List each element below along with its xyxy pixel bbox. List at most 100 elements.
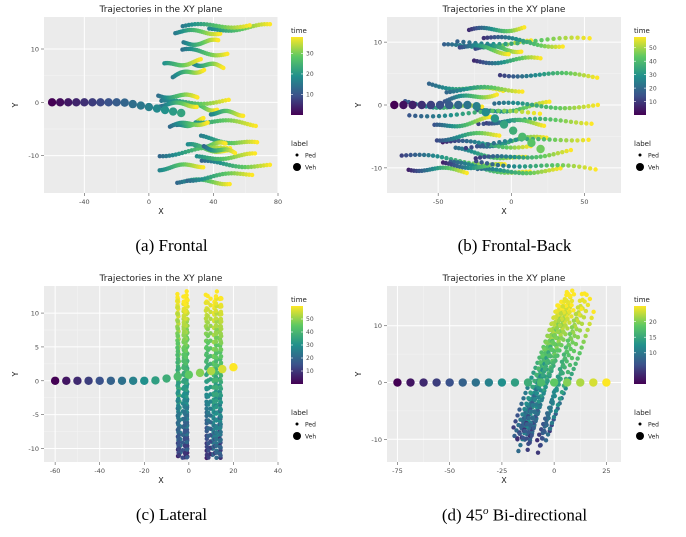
legend-veh-label: Veh <box>648 434 659 441</box>
pedestrian-point <box>182 397 187 402</box>
pedestrian-point <box>558 137 563 143</box>
pedestrian-point <box>504 145 509 150</box>
pedestrian-trajectory <box>474 159 598 172</box>
pedestrian-point <box>502 108 507 114</box>
colorbar-tick-label: 30 <box>306 51 314 58</box>
legend-time-title: time <box>634 27 650 35</box>
pedestrian-trajectory <box>471 55 543 66</box>
pedestrian-point <box>589 121 594 126</box>
pedestrian-point <box>549 420 555 426</box>
pedestrian-trajectory <box>201 143 238 156</box>
pedestrian-point <box>182 359 187 364</box>
pedestrian-point <box>506 100 511 105</box>
pedestrian-point <box>175 298 180 303</box>
pedestrian-point <box>511 74 516 79</box>
pedestrian-point <box>553 44 558 50</box>
pedestrian-point <box>538 360 543 365</box>
x-tick-label: 0 <box>552 467 556 475</box>
pedestrian-point <box>534 154 539 160</box>
pedestrian-point <box>497 133 502 138</box>
pedestrian-point <box>239 164 245 170</box>
pedestrian-point <box>176 411 181 417</box>
pedestrian-point <box>476 121 481 127</box>
pedestrian-point <box>218 407 223 412</box>
pedestrian-point <box>571 292 577 297</box>
pedestrian-point <box>461 39 466 45</box>
pedestrian-point <box>555 163 560 168</box>
x-tick-label: -50 <box>444 467 455 475</box>
pedestrian-point <box>468 139 473 144</box>
pedestrian-point <box>583 308 589 314</box>
pedestrian-point <box>573 120 579 125</box>
pedestrian-point <box>214 417 219 423</box>
pedestrian-point <box>506 35 512 40</box>
pedestrian-trajectory <box>205 293 211 460</box>
vehicle-point <box>55 98 65 107</box>
pedestrian-point <box>518 417 523 422</box>
pedestrian-point <box>536 366 541 371</box>
pedestrian-point <box>537 432 542 437</box>
pedestrian-point <box>505 169 510 174</box>
pedestrian-point <box>202 158 208 163</box>
pedestrian-point <box>519 74 525 79</box>
pedestrian-point <box>214 289 220 294</box>
pedestrian-point <box>496 144 501 149</box>
pedestrian-point <box>527 440 532 445</box>
pedestrian-point <box>517 164 522 169</box>
pedestrian-point <box>460 111 465 117</box>
pedestrian-point <box>204 406 209 411</box>
pedestrian-point <box>208 296 213 301</box>
pedestrian-point <box>218 340 224 346</box>
pedestrian-point <box>528 423 533 428</box>
pedestrian-point <box>575 334 581 340</box>
pedestrian-point <box>575 305 581 310</box>
pedestrian-point <box>531 426 536 431</box>
pedestrian-point <box>512 433 517 439</box>
pedestrian-point <box>214 455 219 461</box>
pedestrian-point <box>204 413 209 419</box>
pedestrian-point <box>561 329 566 335</box>
pedestrian-point <box>199 158 204 163</box>
pedestrian-point <box>182 429 188 435</box>
pedestrian-point <box>473 156 478 161</box>
pedestrian-point <box>562 356 568 361</box>
pedestrian-point <box>182 443 188 449</box>
pedestrian-point <box>482 154 487 160</box>
pedestrian-point <box>175 365 181 370</box>
pedestrian-point <box>175 349 181 354</box>
pedestrian-point <box>213 355 219 360</box>
pedestrian-point <box>497 140 502 145</box>
y-tick-label: 10 <box>374 39 382 47</box>
pedestrian-point <box>479 104 485 109</box>
pedestrian-point <box>560 304 566 309</box>
pedestrian-point <box>524 144 529 149</box>
pedestrian-point <box>543 104 549 110</box>
pedestrian-point <box>542 44 547 49</box>
colorbar <box>634 306 646 384</box>
pedestrian-point <box>543 384 548 390</box>
pedestrian-point <box>511 164 517 169</box>
pedestrian-point <box>436 113 442 119</box>
legend-veh-label: Veh <box>648 165 659 172</box>
vehicle-point <box>72 98 81 107</box>
pedestrian-point <box>254 140 260 145</box>
pedestrian-point <box>495 34 501 40</box>
pedestrian-point <box>519 401 524 407</box>
pedestrian-point <box>205 326 211 332</box>
pedestrian-trajectory <box>157 162 206 173</box>
pedestrian-point <box>424 114 430 119</box>
pedestrian-point <box>176 422 181 427</box>
vehicle-point <box>549 378 559 387</box>
pedestrian-point <box>182 409 187 415</box>
pedestrian-point <box>561 352 567 357</box>
pedestrian-point <box>206 418 211 423</box>
chart-panel-frontal: Trajectories in the XY plane -40 0 40 80 -10 0… <box>0 0 343 268</box>
pedestrian-point <box>536 136 541 142</box>
pedestrian-point <box>206 433 211 439</box>
pedestrian-point <box>557 367 563 372</box>
pedestrian-point <box>176 439 182 445</box>
y-tick-label: 10 <box>31 46 39 54</box>
pedestrian-point <box>520 144 525 150</box>
pedestrian-point <box>465 86 470 91</box>
pedestrian-point <box>534 391 540 396</box>
